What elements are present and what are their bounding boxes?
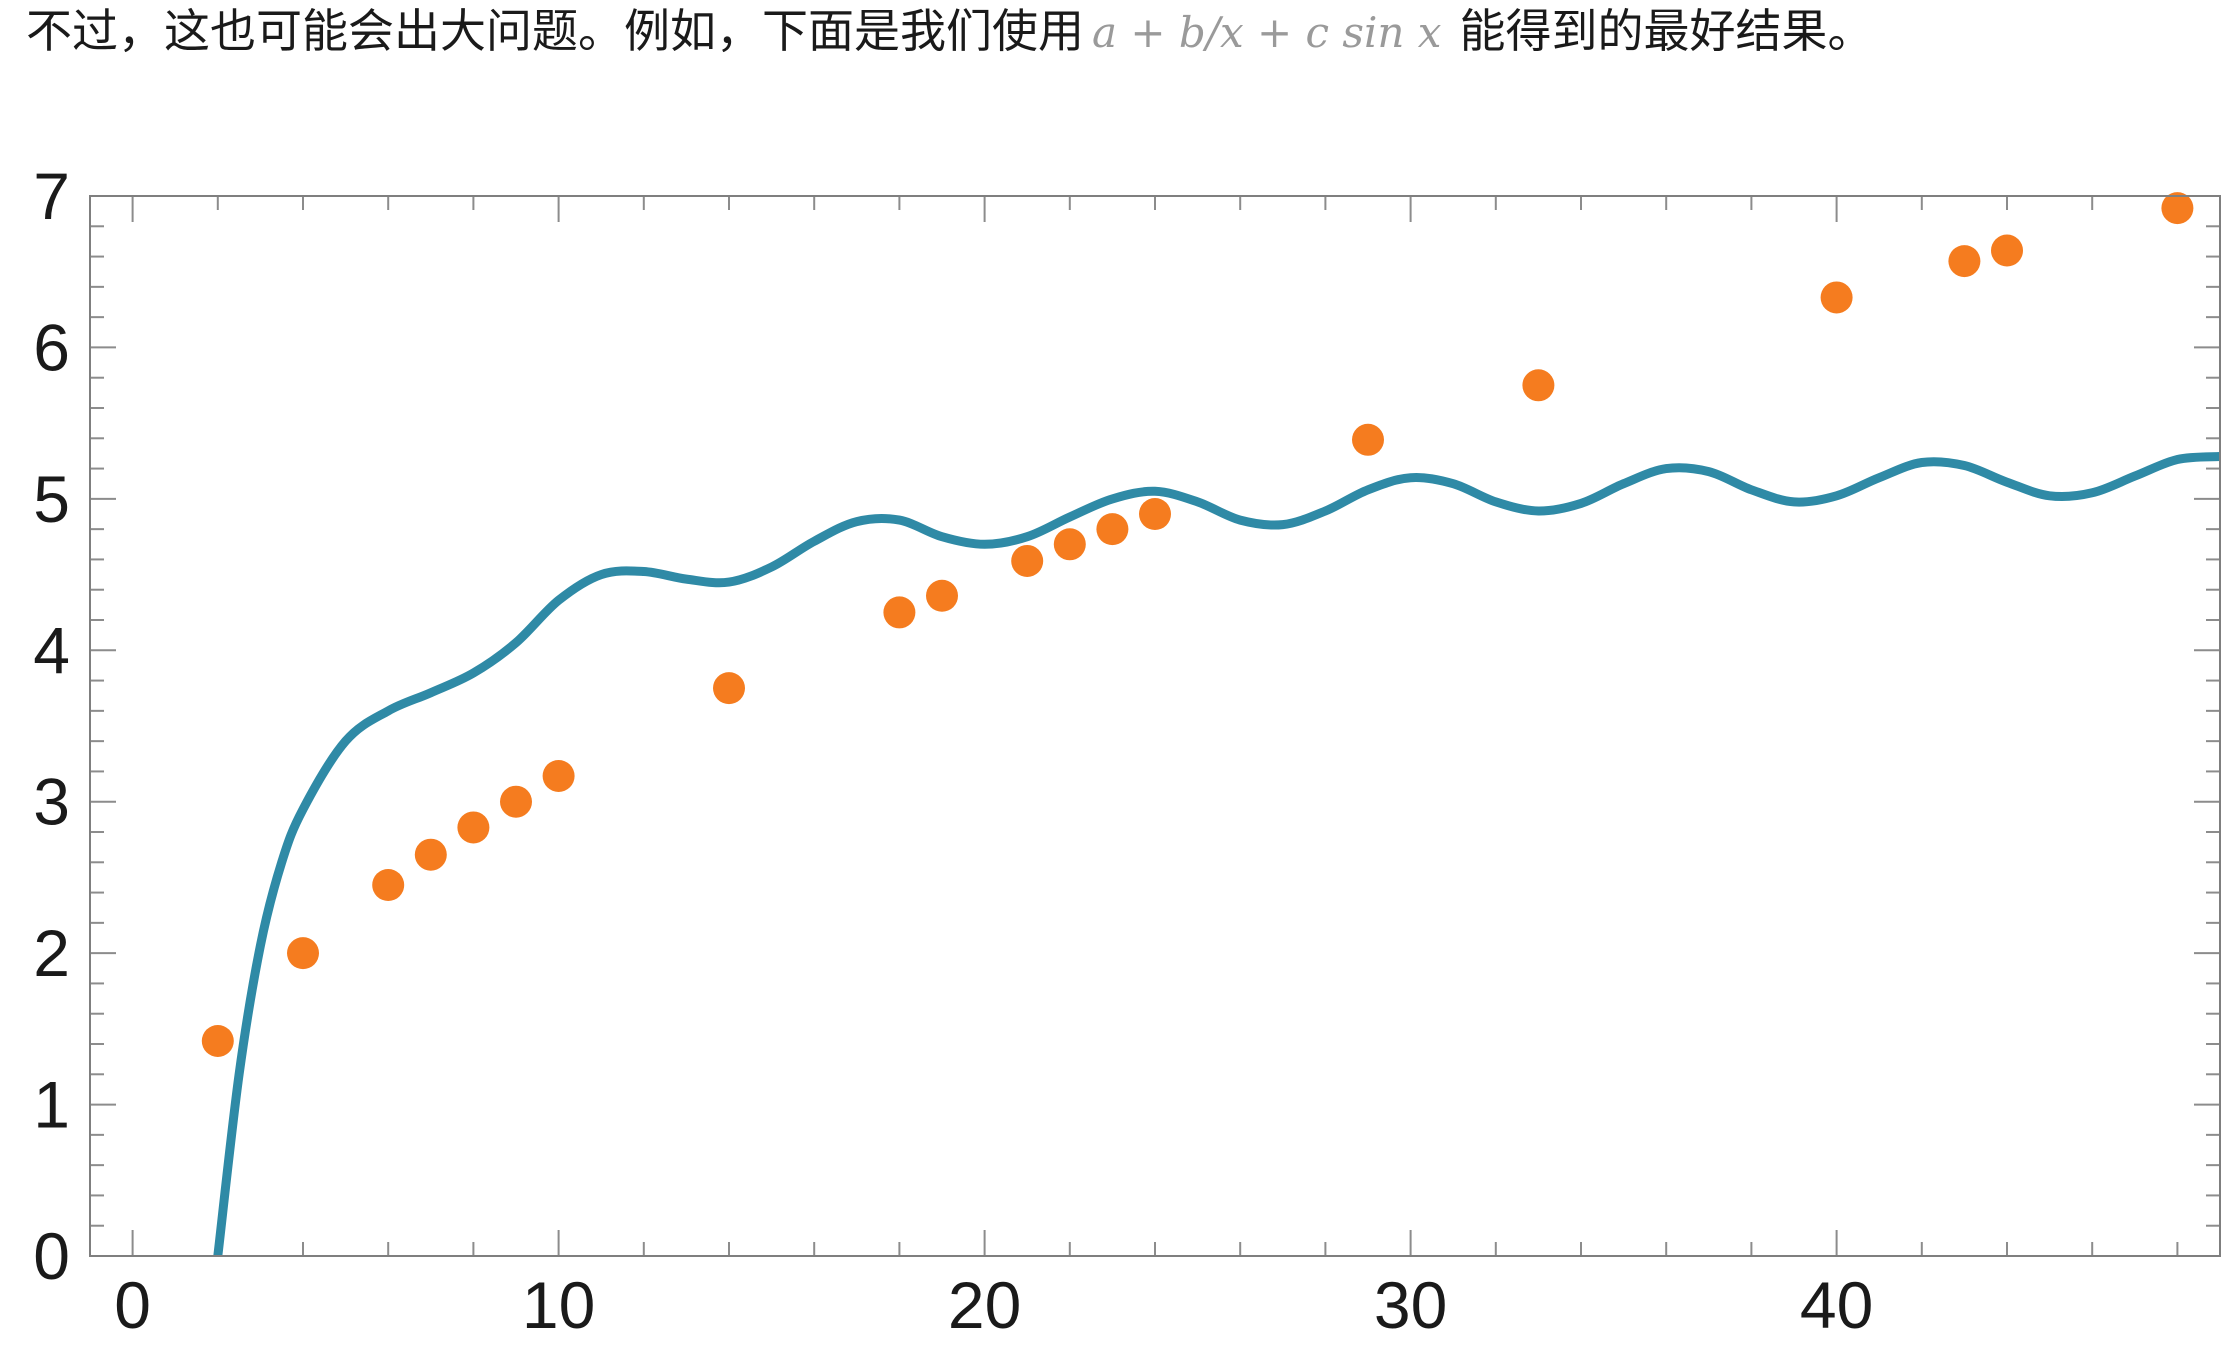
data-point: [1820, 281, 1853, 314]
data-point: [1139, 498, 1171, 530]
plot-area: [90, 196, 2220, 1256]
y-tick-label: 3: [33, 765, 70, 839]
data-point: [926, 579, 958, 612]
x-tick-label: 0: [114, 1268, 151, 1342]
x-tick-label: 10: [522, 1268, 595, 1342]
y-tick-label: 2: [33, 916, 70, 990]
data-point: [1948, 245, 1981, 278]
formula: a + b/x + c sin x: [1092, 8, 1442, 57]
data-point: [1011, 544, 1044, 577]
x-tick-label: 40: [1800, 1268, 1873, 1342]
fit-curve-layer: [213, 452, 2220, 1256]
data-point: [372, 869, 405, 901]
plot-frame: [89, 195, 2221, 1257]
data-point: [287, 937, 319, 970]
data-point: [883, 596, 916, 629]
data-point: [2161, 192, 2194, 225]
x-tick-label: 20: [948, 1268, 1021, 1342]
data-point: [500, 785, 532, 818]
fit-curve-line: [213, 452, 2220, 1256]
intro-text-after: 能得到的最好结果。: [1459, 4, 1874, 58]
data-point: [1096, 513, 1129, 546]
data-point: [1522, 369, 1555, 402]
intro-text: 不过，这也可能会出大问题。例如，下面是我们使用 a + b/x + c sin x…: [26, 0, 1874, 70]
y-tick-label: 1: [33, 1068, 70, 1142]
y-tick-label: 0: [33, 1219, 70, 1293]
data-point: [201, 1024, 234, 1057]
data-points-layer: [201, 192, 2194, 1057]
tick-labels: 0 10 20 30 40 0 1 2 3 4 5 6 7: [33, 159, 1873, 1342]
data-point: [1991, 234, 2023, 267]
y-tick-label: 5: [33, 462, 70, 536]
data-point: [1053, 528, 1086, 561]
y-tick-label: 7: [33, 159, 70, 233]
intro-text-before: 不过，这也可能会出大问题。例如，下面是我们使用: [26, 4, 1084, 58]
data-point: [713, 672, 745, 705]
data-point: [414, 838, 447, 871]
y-tick-label: 4: [33, 613, 70, 687]
data-point: [1352, 423, 1384, 456]
x-tick-label: 30: [1374, 1268, 1447, 1342]
y-tick-label: 6: [33, 310, 70, 384]
data-point: [542, 759, 575, 792]
data-point: [457, 811, 490, 844]
